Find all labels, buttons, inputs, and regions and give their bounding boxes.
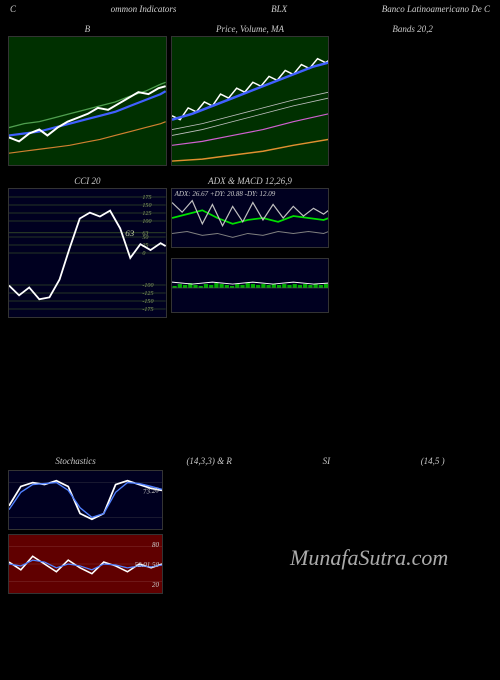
stoch-l-20: 20: [152, 581, 159, 589]
svg-text:100: 100: [142, 219, 151, 225]
chart-price: [171, 36, 330, 166]
header-row: C ommon Indicators BLX Banco Latinoameri…: [0, 0, 500, 18]
stoch-u-val: 73.26: [143, 486, 159, 496]
stoch-label-b: (14,3,3) & R: [186, 456, 232, 466]
svg-text:-125: -125: [142, 291, 153, 297]
panel-b: B: [8, 22, 167, 166]
svg-text:-175: -175: [142, 307, 153, 313]
gap-row3: [0, 322, 500, 452]
panel-cci: CCI 20 1751501251006350250-100-125-150-1…: [8, 174, 167, 318]
title-adx: ADX & MACD 12,26,9: [171, 174, 330, 188]
header-c: C: [10, 4, 16, 14]
stoch-l-80: 80: [152, 541, 159, 549]
title-b: B: [8, 22, 167, 36]
svg-text:175: 175: [142, 195, 151, 201]
svg-text:125: 125: [142, 211, 151, 217]
chart-macd: 36.16, 35.6, 0.56: [171, 258, 330, 313]
svg-text:-150: -150: [142, 299, 153, 305]
chart-adx: ADX: 26.67 +DY: 20.88 -DY: 12.09: [171, 188, 330, 248]
chart-b: [8, 36, 167, 166]
svg-text:-100: -100: [142, 283, 153, 289]
header-ticker: BLX: [271, 4, 287, 14]
chart-stoch-upper: 73.26: [8, 470, 163, 530]
stoch-label-r: (14,5 ): [421, 456, 445, 466]
panel-price: Price, Volume, MA: [171, 22, 330, 166]
header-indicators: ommon Indicators: [111, 4, 177, 14]
chart-cci: 1751501251006350250-100-125-150-17563: [8, 188, 167, 318]
stoch-column: 73.26 80 52.01 50 20: [0, 470, 500, 594]
header-company: Banco Latinoamericano De C: [382, 4, 490, 14]
svg-text:0: 0: [142, 251, 145, 257]
row1-grid: B Price, Volume, MA Bands 20,2: [0, 18, 500, 170]
adx-readout: ADX: 26.67 +DY: 20.88 -DY: 12.09: [175, 190, 276, 198]
stoch-l-50: 52.01 50: [135, 561, 160, 569]
title-price: Price, Volume, MA: [171, 22, 330, 36]
title-cci: CCI 20: [8, 174, 167, 188]
panel-bands: Bands 20,2: [333, 22, 492, 166]
stoch-title-row: Stochastics (14,3,3) & R SI (14,5 ): [0, 452, 500, 470]
stoch-label-a: Stochastics: [55, 456, 96, 466]
row2-grid: CCI 20 1751501251006350250-100-125-150-1…: [0, 170, 500, 322]
svg-text:63: 63: [125, 228, 135, 238]
chart-stoch-lower: 80 52.01 50 20: [8, 534, 163, 594]
adx-macd-stack: ADX: 26.67 +DY: 20.88 -DY: 12.09 36.16, …: [171, 188, 330, 313]
panel-r2-empty: [333, 174, 492, 318]
stoch-label-si: SI: [323, 456, 331, 466]
title-bands: Bands 20,2: [333, 22, 492, 36]
svg-text:150: 150: [142, 203, 151, 209]
panel-adx-macd: ADX & MACD 12,26,9 ADX: 26.67 +DY: 20.88…: [171, 174, 330, 318]
svg-text:50: 50: [142, 235, 148, 241]
